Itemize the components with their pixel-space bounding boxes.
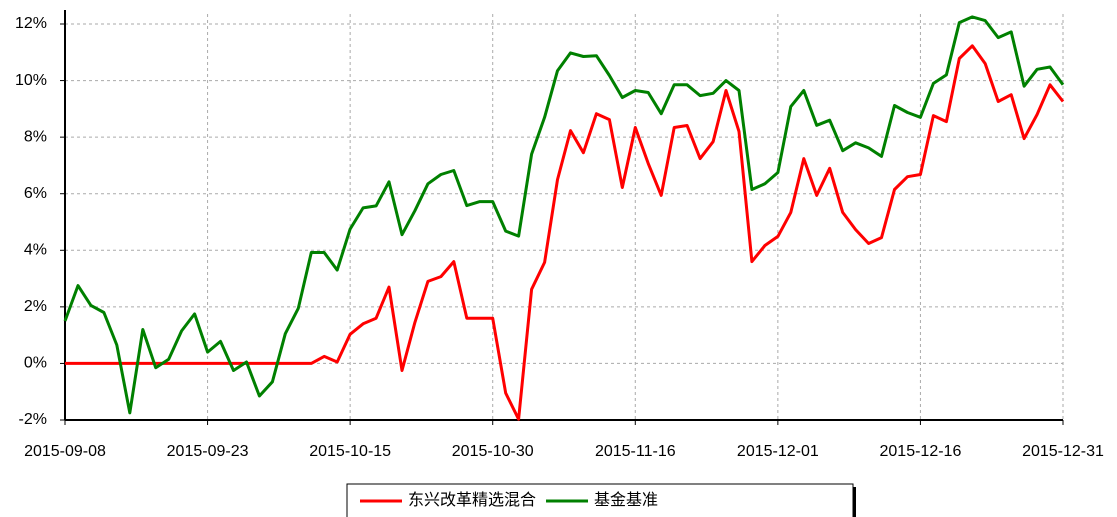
- x-tick-label: 2015-09-08: [24, 443, 106, 460]
- x-tick-label: 2015-09-23: [167, 443, 249, 460]
- legend-label: 东兴改革精选混合: [408, 491, 536, 509]
- legend-label: 基金基准: [594, 491, 658, 509]
- y-tick-label: 6%: [24, 185, 47, 202]
- legend-box: [346, 483, 854, 517]
- x-tick-label: 2015-12-01: [737, 443, 819, 460]
- y-tick-label: 8%: [24, 128, 47, 145]
- x-tick-label: 2015-12-16: [880, 443, 962, 460]
- series-line: [63, 15, 1065, 415]
- y-tick-label: 2%: [24, 298, 47, 315]
- x-tick-label: 2015-10-15: [309, 443, 391, 460]
- x-tick-label: 2015-11-16: [595, 443, 676, 460]
- x-tick-label: 2015-12-31: [1022, 443, 1104, 460]
- y-tick-label: 10%: [15, 72, 47, 89]
- y-tick-label: -2%: [19, 411, 47, 428]
- y-tick-label: 12%: [15, 15, 47, 32]
- y-tick-label: 4%: [24, 242, 47, 259]
- x-tick-label: 2015-10-30: [452, 443, 534, 460]
- y-tick-label: 0%: [24, 355, 47, 372]
